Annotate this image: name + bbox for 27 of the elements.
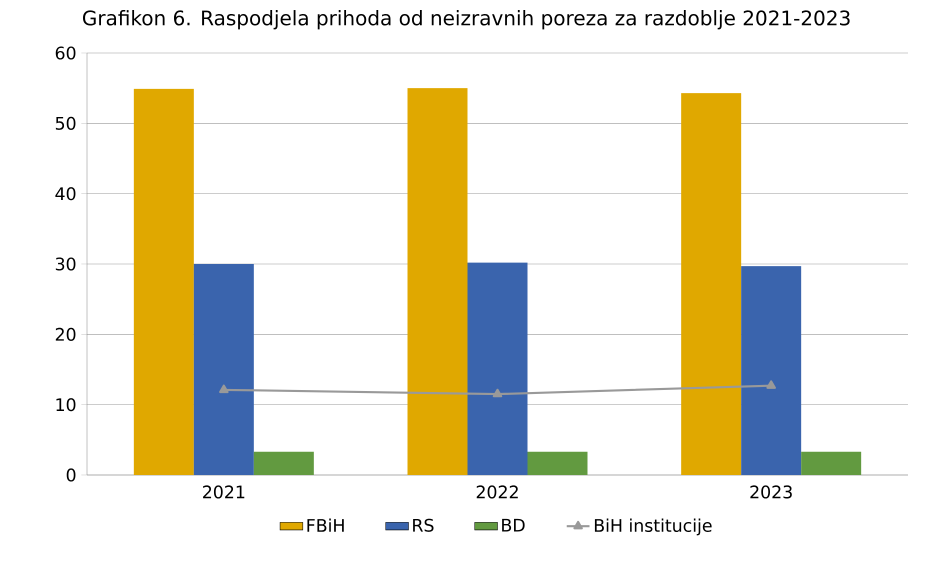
bar bbox=[254, 452, 314, 475]
bar bbox=[681, 93, 742, 475]
bar bbox=[194, 264, 254, 475]
bar bbox=[741, 266, 802, 475]
bar bbox=[468, 262, 528, 475]
point bbox=[766, 380, 776, 389]
y-tick-label: 60 bbox=[56, 46, 76, 60]
x-tick-label: 2021 bbox=[203, 485, 244, 499]
y-tick-label: 20 bbox=[56, 328, 76, 341]
y-tick-label: 50 bbox=[56, 116, 76, 130]
legend-label: RS bbox=[413, 518, 434, 532]
point bbox=[492, 388, 502, 398]
y-tick-label: 30 bbox=[56, 257, 76, 271]
legend-label: FBiH bbox=[307, 518, 344, 532]
y-tick-label: 40 bbox=[55, 187, 76, 200]
bar bbox=[528, 452, 588, 475]
x-tick-label: 2022 bbox=[476, 485, 518, 499]
legend-label: BiH institucije bbox=[594, 518, 712, 536]
bar bbox=[408, 88, 468, 475]
x-tick-label: 2023 bbox=[750, 485, 792, 499]
point bbox=[219, 384, 229, 394]
chart-title: Grafikon 6. Raspodjela prihoda od neizravnih poreza za razdoblje 2021-2023 bbox=[82, 10, 850, 30]
bar bbox=[801, 452, 862, 475]
bar bbox=[134, 88, 194, 475]
y-tick-label: 10 bbox=[56, 398, 76, 412]
legend-label: BD bbox=[502, 518, 525, 532]
y-tick-label: 0 bbox=[66, 468, 76, 482]
